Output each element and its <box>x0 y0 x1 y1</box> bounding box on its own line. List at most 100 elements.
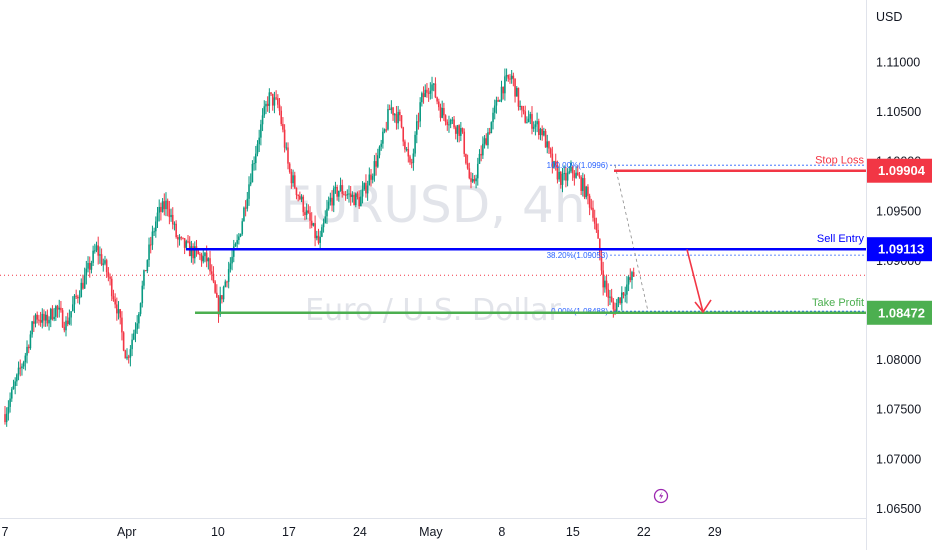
candle-body <box>483 138 486 144</box>
candle-body <box>21 366 23 369</box>
candle-body <box>358 197 360 207</box>
candle-body <box>544 130 547 148</box>
candle-body <box>414 134 416 154</box>
candle-body <box>38 319 40 321</box>
candle-body <box>338 190 340 197</box>
candle-body <box>60 307 62 311</box>
candle-body <box>297 195 299 197</box>
candle-body <box>124 350 127 359</box>
candle-body <box>287 147 289 164</box>
candle-body <box>16 374 18 382</box>
candle-body <box>341 185 344 194</box>
price-axis[interactable]: 1.110001.105001.100001.095001.090001.085… <box>876 56 921 516</box>
candle-body <box>193 246 196 259</box>
price-tag <box>867 237 932 262</box>
candle-body <box>512 75 515 79</box>
candle-body <box>227 269 230 282</box>
candle-body <box>436 97 438 102</box>
candle-body <box>421 93 423 103</box>
candle-body <box>507 75 510 79</box>
candle-body <box>587 186 589 196</box>
candle-body <box>622 292 625 295</box>
candle-body <box>275 97 277 99</box>
candle-body <box>529 114 532 119</box>
price-tag <box>867 300 932 325</box>
candle-body <box>102 263 105 265</box>
candle-body <box>604 280 606 288</box>
candle-body <box>310 220 313 226</box>
candle-body <box>610 296 613 302</box>
candle-body <box>249 182 252 185</box>
candle-body <box>163 201 166 210</box>
candle-body <box>441 107 443 118</box>
candle-body <box>560 171 562 185</box>
lightning-icon[interactable] <box>653 488 669 504</box>
candle-body <box>56 306 59 310</box>
candle-body <box>149 244 152 246</box>
candle-body <box>24 355 27 363</box>
candle-body <box>460 128 462 136</box>
candle-body <box>348 193 350 195</box>
candle-body <box>500 86 503 101</box>
time-tick-label: 10 <box>211 525 225 539</box>
candle-body <box>88 263 91 270</box>
candle-body <box>349 193 352 197</box>
candle-body <box>309 212 311 221</box>
candle-body <box>514 78 516 97</box>
candle-body <box>480 153 482 156</box>
candle-body <box>75 295 77 297</box>
candle-body <box>570 166 572 172</box>
candle-body <box>185 241 188 248</box>
candle-body <box>199 254 201 256</box>
candle-body <box>451 119 454 121</box>
candle-body <box>475 178 477 182</box>
candle-body <box>307 210 310 213</box>
candle-body <box>563 173 566 175</box>
candle-body <box>553 161 555 168</box>
candle-body <box>300 196 303 200</box>
candle-body <box>116 304 118 314</box>
candle-body <box>439 107 442 118</box>
level-label: Stop Loss <box>815 155 864 167</box>
candle-body <box>392 107 394 116</box>
candle-body <box>365 183 367 194</box>
candle-body <box>461 128 464 132</box>
candle-body <box>554 161 557 166</box>
candle-body <box>85 268 88 276</box>
candle-body <box>482 143 484 156</box>
candle-body <box>109 276 111 279</box>
candle-body <box>49 308 52 320</box>
candle-body <box>497 100 499 102</box>
price-tag <box>867 158 932 183</box>
time-axis[interactable]: 7 Apr 10 17 24 May 8 15 22 29 <box>2 525 722 539</box>
candle-body <box>402 127 405 142</box>
candle-body <box>26 346 28 356</box>
candle-body <box>354 193 357 206</box>
watermark-symbol: EURUSD, 4h <box>280 176 585 234</box>
candle-body <box>171 214 174 225</box>
candle-body <box>144 270 147 272</box>
candle-body <box>190 246 193 257</box>
candle-body <box>621 292 623 304</box>
candle-body <box>73 295 76 305</box>
candle-body <box>534 124 537 127</box>
candle-body <box>127 356 130 358</box>
candle-body <box>395 114 398 124</box>
candle-body <box>360 196 362 207</box>
candle-body <box>212 273 215 282</box>
candle-body <box>136 323 138 330</box>
candle-body <box>55 306 57 317</box>
candle-body <box>151 231 154 245</box>
candle-body <box>322 223 325 228</box>
candle-body <box>234 243 237 247</box>
candle-body <box>476 163 479 179</box>
candle-body <box>532 126 535 129</box>
candle-body <box>239 234 242 237</box>
arrow-shaft <box>686 249 704 313</box>
candle-body <box>19 367 22 369</box>
candle-body <box>61 310 64 328</box>
candle-body <box>495 100 498 106</box>
candle-body <box>319 236 321 243</box>
candle-body <box>432 83 435 85</box>
candle-body <box>68 317 71 325</box>
